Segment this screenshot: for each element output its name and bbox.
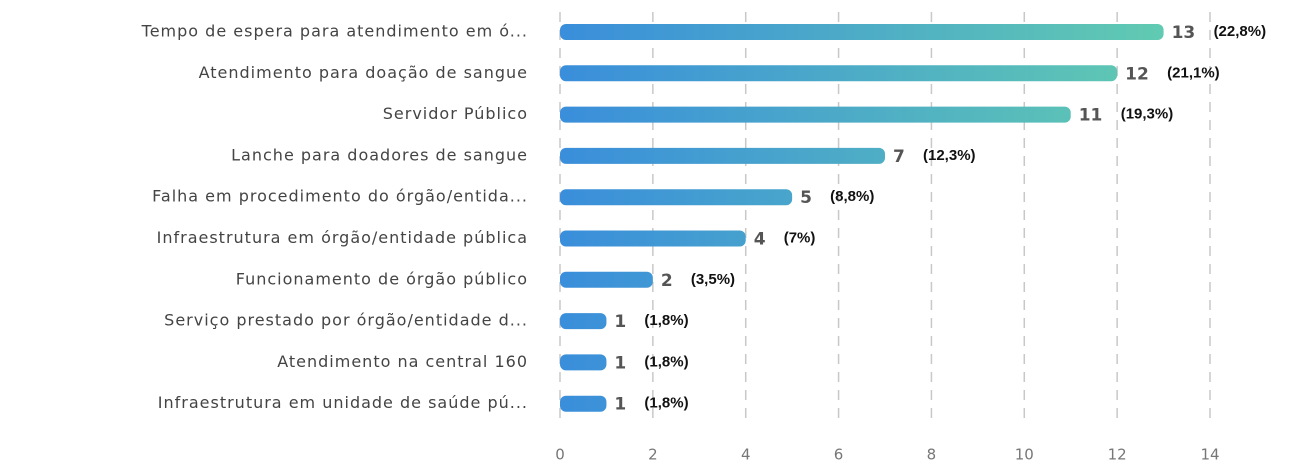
bar [560, 271, 653, 288]
bar [560, 106, 1071, 123]
percent-label: (19,3%) [1121, 106, 1174, 123]
x-tick-label: 2 [648, 446, 658, 462]
x-tick-label: 10 [1015, 446, 1034, 462]
x-tick-label: 8 [927, 446, 937, 462]
category-label: Lanche para doadores de sangue [231, 145, 528, 164]
value-label: 5 [800, 188, 812, 208]
category-label: Atendimento na central 160 [277, 352, 528, 371]
percent-label: (3,5%) [691, 271, 735, 288]
x-tick-label: 12 [1108, 446, 1127, 462]
bar [560, 24, 1164, 40]
percent-label: (1,8%) [644, 312, 688, 329]
bar [560, 354, 607, 371]
value-label: 4 [754, 230, 766, 250]
percent-label: (1,8%) [644, 353, 688, 370]
value-label: 1 [614, 395, 626, 415]
bar [560, 230, 746, 247]
x-tick-label: 6 [834, 446, 844, 462]
percent-label: (22,8%) [1214, 23, 1267, 40]
category-label: Servidor Público [383, 104, 528, 123]
category-label: Funcionamento de órgão público [236, 269, 528, 288]
category-label: Serviço prestado por órgão/entidade d... [164, 311, 528, 330]
x-tick-label: 14 [1200, 446, 1219, 462]
percent-label: (1,8%) [644, 395, 688, 412]
bar [560, 395, 607, 412]
value-label: 1 [614, 312, 626, 332]
category-label: Falha em procedimento do órgão/entida... [152, 187, 528, 206]
x-tick-label: 4 [741, 446, 751, 462]
bar [560, 147, 885, 164]
percent-label: (21,1%) [1167, 64, 1220, 81]
value-label: 12 [1125, 64, 1149, 84]
percent-label: (12,3%) [923, 147, 976, 164]
value-label: 13 [1172, 23, 1196, 43]
category-label: Infraestrutura em órgão/entidade pública [157, 228, 528, 247]
percent-label: (7%) [784, 229, 816, 246]
value-label: 2 [661, 271, 673, 291]
value-label: 11 [1079, 106, 1103, 126]
x-tick-label: 0 [555, 446, 565, 462]
percent-label: (8,8%) [830, 188, 874, 205]
category-label: Tempo de espera para atendimento em ó... [141, 22, 528, 41]
bar [560, 313, 607, 330]
bar [560, 189, 793, 206]
value-label: 7 [893, 147, 905, 167]
value-label: 1 [614, 353, 626, 373]
category-label: Atendimento para doação de sangue [199, 63, 528, 82]
category-label: Infraestrutura em unidade de saúde pú... [158, 393, 528, 412]
bar [560, 65, 1118, 82]
